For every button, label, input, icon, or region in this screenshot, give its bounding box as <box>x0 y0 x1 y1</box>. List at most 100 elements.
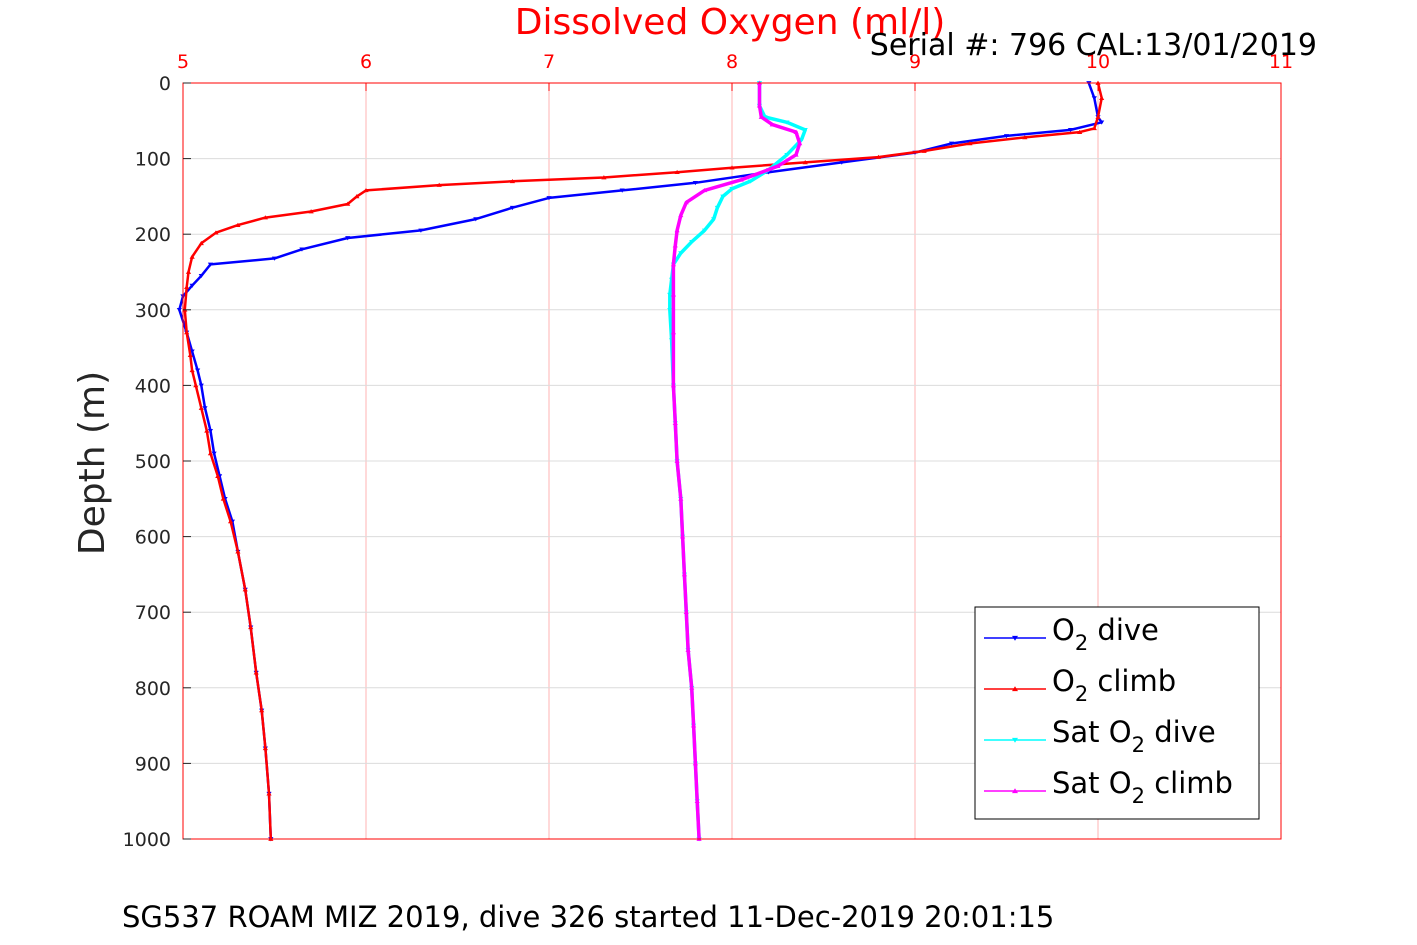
data-point-climb <box>215 473 221 478</box>
data-point-climb <box>248 624 254 630</box>
data-point-sat_dive <box>711 217 717 222</box>
x-tick-label: 6 <box>360 51 372 73</box>
data-point-sat_climb <box>674 228 680 233</box>
data-point-climb <box>345 201 351 206</box>
data-point-sat_climb <box>775 163 781 168</box>
data-point-dive <box>198 383 204 388</box>
data-point-climb <box>308 209 314 214</box>
data-point-sat_climb <box>685 647 691 652</box>
data-point-climb <box>262 215 268 220</box>
data-point-sat_climb <box>672 243 678 248</box>
data-point-dive <box>418 228 424 233</box>
data-point-sat_climb <box>738 177 744 182</box>
series-layer <box>176 80 1105 842</box>
data-point-dive <box>1091 96 1097 101</box>
data-point-sat_climb <box>670 330 677 335</box>
legend-item-sat_climb: Sat O2 climb <box>984 766 1233 808</box>
data-point-climb <box>227 519 234 524</box>
data-point-climb <box>235 222 241 227</box>
data-point-sat_climb <box>681 572 688 577</box>
data-point-climb <box>189 254 195 259</box>
x-tick-label: 5 <box>177 51 189 73</box>
data-point-climb <box>253 670 259 675</box>
footer-caption: SG537 ROAM MIZ 2019, dive 326 started 11… <box>122 900 1054 934</box>
data-point-climb <box>193 383 199 388</box>
data-point-sat_dive <box>729 187 735 192</box>
data-point-climb <box>213 230 219 235</box>
data-point-climb <box>184 284 190 289</box>
data-point-climb <box>802 160 808 165</box>
legend-box <box>974 606 1260 820</box>
y-tick-label: 800 <box>135 678 171 700</box>
data-point-sat_climb <box>670 292 677 297</box>
data-point-sat_dive <box>689 239 695 245</box>
legend-item-sat_dive: Sat O2 dive <box>984 715 1216 757</box>
data-point-dive <box>189 283 195 288</box>
data-point-climb <box>1022 135 1028 140</box>
y-tick-label: 100 <box>135 149 171 171</box>
data-point-climb <box>729 165 735 170</box>
data-point-sat_climb <box>683 200 689 205</box>
legend-marker <box>1012 788 1018 794</box>
data-point-climb <box>185 269 192 274</box>
data-point-climb <box>266 791 272 796</box>
legend-label: Sat O2 dive <box>1052 715 1216 757</box>
data-point-sat_dive <box>678 251 684 256</box>
data-point-sat_climb <box>670 383 677 388</box>
chart-title: Dissolved Oxygen (ml/l) <box>515 2 946 43</box>
data-point-climb <box>259 708 265 713</box>
data-point-dive <box>198 273 204 279</box>
data-point-sat_climb <box>793 129 799 134</box>
x-tick-label: 9 <box>909 51 921 73</box>
data-point-dive <box>1099 120 1105 125</box>
data-point-sat_climb <box>769 122 775 127</box>
data-point-dive <box>195 368 201 373</box>
data-point-climb <box>1091 126 1097 131</box>
data-point-climb <box>967 141 973 146</box>
data-point-climb <box>184 330 190 335</box>
y-tick-label: 400 <box>135 375 171 397</box>
legend-item-climb: O2 climb <box>984 664 1176 706</box>
data-point-sat_climb <box>701 188 708 193</box>
data-point-dive <box>211 451 217 456</box>
data-point-dive <box>619 188 625 193</box>
series-climb <box>182 80 1105 841</box>
data-point-climb <box>354 194 360 199</box>
data-point-dive <box>949 141 955 146</box>
data-point-sat_dive <box>798 137 805 143</box>
data-point-dive <box>1003 134 1010 139</box>
data-point-sat_dive <box>784 153 790 158</box>
y-tick-label: 200 <box>135 224 171 246</box>
data-point-dive <box>345 236 351 241</box>
y-axis-ticks: 0 100 200 300 400 500 600 700 800 900 1000 <box>123 73 191 851</box>
y-tick-label: 700 <box>135 602 171 624</box>
data-point-sat_climb <box>692 761 698 766</box>
y-tick-label: 300 <box>135 300 171 322</box>
y-tick-label: 900 <box>135 753 171 775</box>
data-point-climb <box>235 549 241 554</box>
data-point-dive <box>509 205 515 211</box>
data-point-sat_climb <box>797 141 803 146</box>
data-point-sat_climb <box>758 114 764 119</box>
data-point-climb <box>242 587 248 592</box>
data-point-sat_dive <box>701 228 708 233</box>
data-point-sat_dive <box>802 128 808 133</box>
data-point-sat_climb <box>679 534 686 539</box>
data-point-climb <box>674 169 680 175</box>
legend-marker <box>1012 635 1018 641</box>
x-tick-label: 7 <box>543 51 555 73</box>
data-point-sat_dive <box>747 179 753 184</box>
data-point-dive <box>207 428 214 434</box>
data-point-climb <box>921 148 927 153</box>
data-point-climb <box>187 352 193 357</box>
y-axis-label: Depth (m) <box>72 371 113 555</box>
data-point-sat_dive <box>714 205 720 211</box>
data-point-climb <box>436 182 442 187</box>
legend-label: O2 dive <box>1052 613 1159 655</box>
data-point-dive <box>692 180 698 186</box>
legend: O2 dive O2 climb Sat O2 dive Sat O2 climb <box>974 606 1260 820</box>
data-point-dive <box>271 256 278 261</box>
data-point-sat_dive <box>762 115 768 120</box>
data-point-sat_climb <box>678 212 684 218</box>
